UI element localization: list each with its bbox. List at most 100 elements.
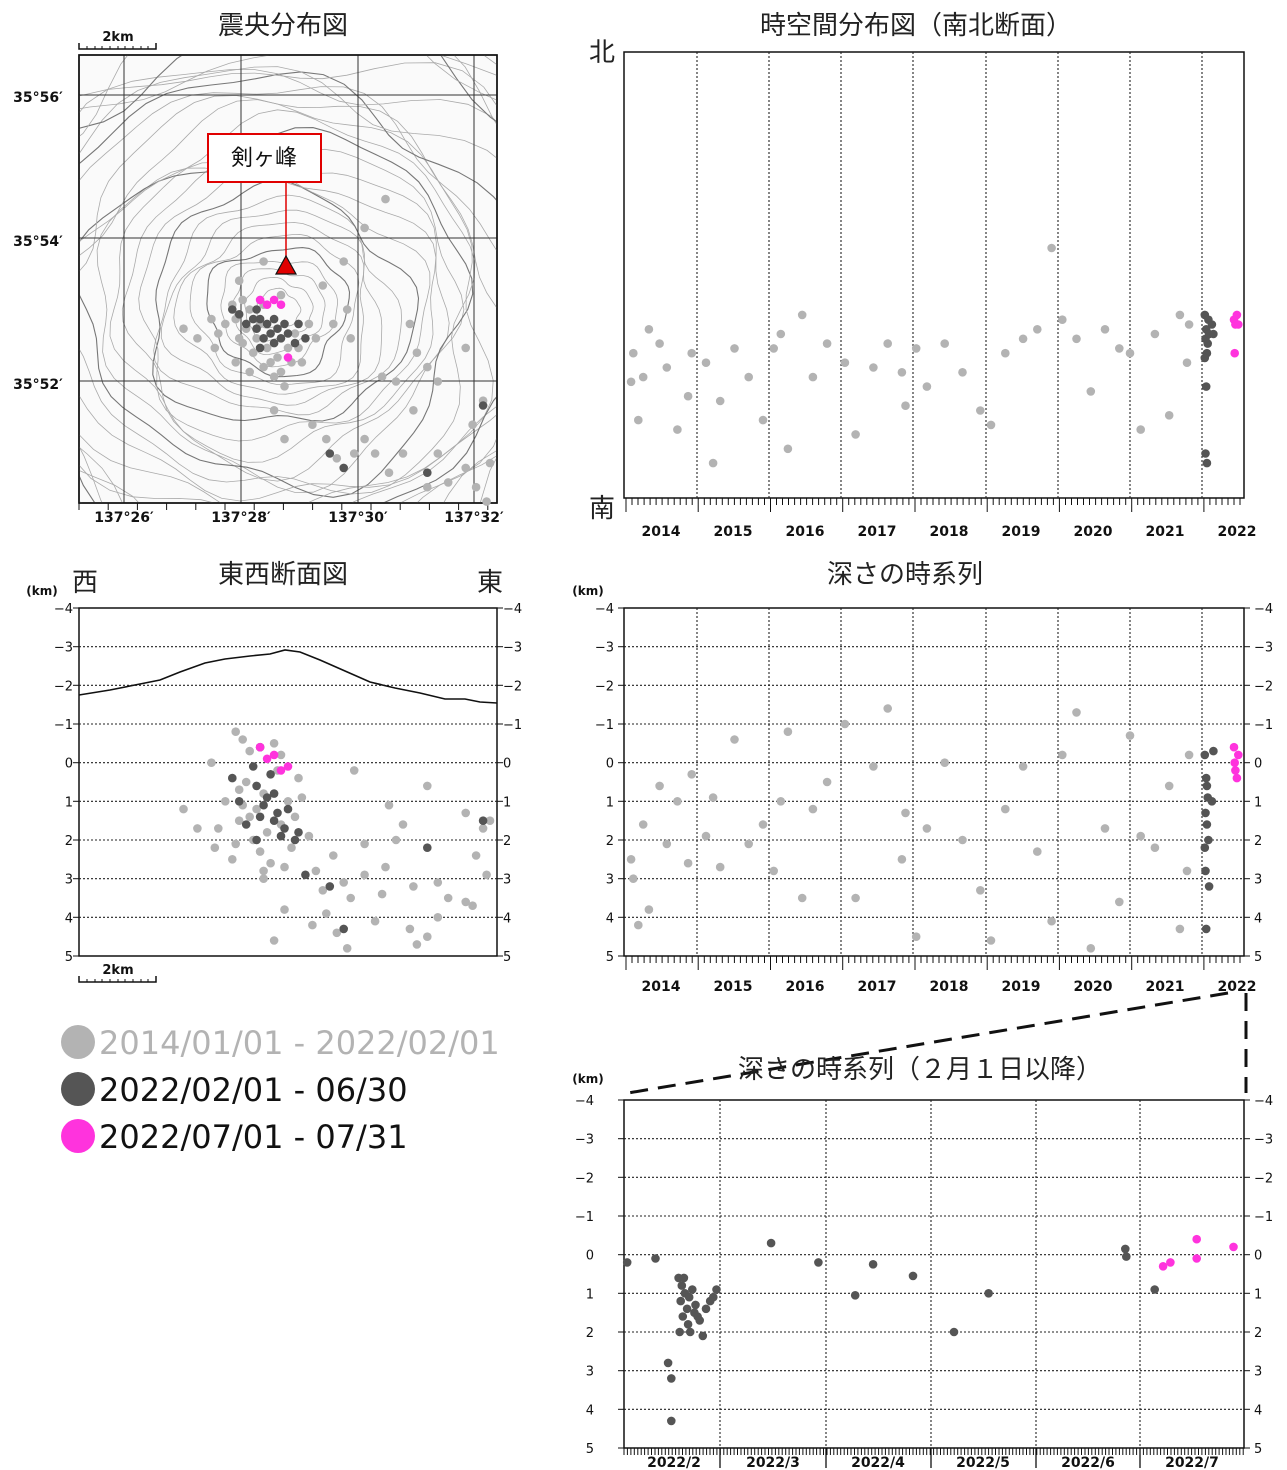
zoom-point — [868, 1260, 878, 1269]
st-point — [1125, 348, 1135, 358]
contour-line — [79, 86, 497, 503]
d4-point — [1184, 750, 1194, 760]
depth-label-right: −2 — [1254, 1171, 1273, 1186]
st-point — [822, 339, 832, 348]
map-ytick-0: 35°56′ — [13, 90, 63, 106]
depth-label-left: 2 — [65, 834, 73, 849]
ew-point — [234, 797, 244, 806]
legend-label-period2: 2022/02/01 - 06/30 — [99, 1071, 408, 1109]
zoom-point — [667, 1416, 676, 1426]
year-label: 2017 — [858, 524, 897, 540]
d4-point — [1201, 808, 1210, 818]
depth-label-right: 5 — [1254, 1442, 1262, 1457]
ew-point — [461, 897, 471, 907]
contour-line — [153, 194, 403, 416]
month-label: 2022/6 — [1061, 1455, 1115, 1470]
depth-series-tick-marks — [625, 956, 1241, 970]
depth-label-left: −2 — [595, 679, 614, 694]
map-point — [301, 334, 310, 343]
map-point — [238, 338, 247, 348]
st-point — [634, 415, 643, 425]
zoom-title: 深さの時系列（２月１日以降） — [738, 1055, 1102, 1085]
st-point — [783, 444, 793, 454]
st-point — [1100, 325, 1110, 334]
map-scale-bar: 2km — [78, 30, 157, 50]
d4-point — [922, 824, 932, 833]
map-point — [322, 434, 331, 444]
st-point — [1018, 334, 1028, 344]
zoom-point — [709, 1292, 718, 1302]
zoom-point — [677, 1281, 687, 1290]
summit-callout: 剣ヶ峰 — [207, 133, 322, 275]
zoom-point — [667, 1374, 676, 1383]
d4-point — [715, 862, 725, 872]
map-point — [276, 290, 286, 300]
year-label: 2014 — [642, 524, 681, 540]
zoom-point — [690, 1308, 699, 1317]
map-point — [280, 434, 289, 444]
ew-unit-label: (km) — [26, 584, 57, 598]
ew-point — [252, 804, 261, 814]
month-label: 2022/4 — [851, 1455, 905, 1470]
zoom-point — [908, 1271, 918, 1281]
ew-point — [349, 766, 359, 775]
d4-point — [901, 808, 910, 818]
map-point — [276, 300, 286, 310]
d4-point — [1201, 924, 1211, 934]
ew-point — [280, 905, 289, 914]
d4-point — [897, 855, 907, 864]
map-point — [468, 420, 477, 430]
map-point — [423, 482, 432, 492]
d4-point — [673, 797, 682, 806]
zoom-month-labels: 2022/2 2022/3 2022/4 2022/5 2022/6 2022/7 — [647, 1455, 1219, 1470]
ew-point — [262, 793, 272, 802]
map-point — [262, 319, 272, 329]
d4-point — [1204, 835, 1213, 845]
st-point — [1184, 320, 1194, 329]
st-point — [940, 339, 949, 348]
ew-point — [228, 855, 237, 864]
d4-point — [644, 905, 654, 914]
st-point — [976, 406, 985, 415]
ew-point — [241, 777, 251, 787]
d4-point — [1164, 781, 1174, 791]
st-point — [673, 425, 682, 434]
st-point — [708, 458, 718, 468]
map-point — [276, 334, 286, 343]
d4-point — [634, 920, 643, 930]
legend-item-period2: 2022/02/01 - 06/30 — [61, 1071, 408, 1109]
ew-depth-labels: −4 −4 −3 −3 −2 −2 −1 −1 0 0 1 1 2 2 3 3 4 4 5 5 — [54, 602, 522, 965]
map-point — [234, 276, 244, 286]
depth-label-left: 5 — [606, 950, 614, 965]
depth-label-right: −2 — [503, 679, 522, 694]
year-label: 2015 — [714, 524, 753, 540]
depth-series-points — [626, 704, 1243, 953]
space-time-points — [626, 243, 1243, 468]
map-point — [210, 343, 220, 353]
d4-point — [976, 886, 985, 895]
zoom-point — [683, 1320, 693, 1329]
zoom-point — [1229, 1242, 1238, 1252]
ew-point — [318, 886, 328, 895]
year-label: 2022 — [1218, 524, 1257, 540]
depth-label-left: −4 — [595, 602, 614, 617]
st-point — [1202, 458, 1212, 468]
ew-point — [297, 793, 307, 802]
st-point — [629, 348, 638, 358]
north-label: 北 — [589, 38, 615, 68]
zoom-point — [622, 1258, 632, 1267]
map-point — [269, 295, 279, 305]
st-point — [1207, 320, 1217, 329]
depth-label-right: 0 — [1254, 1249, 1262, 1264]
map-point — [311, 334, 321, 343]
map-point — [269, 372, 279, 382]
depth-label-left: 4 — [586, 1403, 594, 1418]
ew-point — [276, 766, 286, 775]
ew-point — [423, 932, 432, 941]
ew-point — [384, 800, 394, 810]
depth-label-right: 4 — [1254, 1403, 1262, 1418]
map-point — [294, 319, 303, 329]
d4-point — [1207, 797, 1217, 806]
zoom-point — [850, 1291, 860, 1300]
ew-point — [443, 893, 453, 903]
